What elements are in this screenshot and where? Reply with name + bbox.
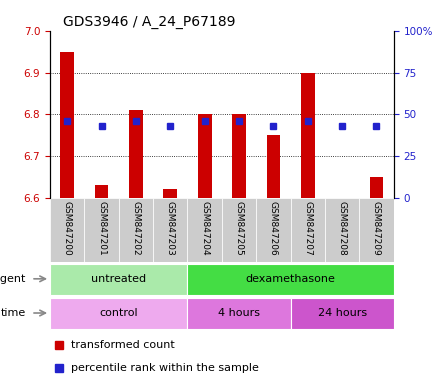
Bar	[50, 264, 187, 295]
Bar	[187, 298, 290, 329]
Bar	[324, 198, 358, 262]
Text: GSM847204: GSM847204	[200, 201, 209, 256]
Bar	[95, 185, 108, 198]
Bar	[163, 189, 177, 198]
Bar	[221, 198, 256, 262]
Bar	[266, 135, 279, 198]
Text: GSM847209: GSM847209	[371, 201, 380, 256]
Bar	[197, 114, 211, 198]
Text: GSM847201: GSM847201	[97, 201, 106, 256]
Text: 24 hours: 24 hours	[317, 308, 366, 318]
Text: GSM847202: GSM847202	[131, 201, 140, 256]
Bar	[187, 198, 221, 262]
Text: control: control	[99, 308, 138, 318]
Bar	[187, 264, 393, 295]
Text: GSM847207: GSM847207	[302, 201, 312, 256]
Bar	[118, 198, 153, 262]
Text: GSM847206: GSM847206	[268, 201, 277, 256]
Text: dexamethasone: dexamethasone	[245, 274, 335, 284]
Bar	[369, 177, 382, 198]
Text: GSM847208: GSM847208	[337, 201, 346, 256]
Bar	[290, 298, 393, 329]
Text: time: time	[1, 308, 26, 318]
Text: 4 hours: 4 hours	[217, 308, 260, 318]
Bar	[300, 73, 314, 198]
Bar	[153, 198, 187, 262]
Text: GSM847203: GSM847203	[165, 201, 174, 256]
Text: GSM847205: GSM847205	[234, 201, 243, 256]
Text: GDS3946 / A_24_P67189: GDS3946 / A_24_P67189	[63, 15, 235, 29]
Bar	[50, 298, 187, 329]
Text: agent: agent	[0, 274, 26, 284]
Text: GSM847200: GSM847200	[62, 201, 72, 256]
Bar	[84, 198, 118, 262]
Bar	[256, 198, 290, 262]
Bar	[129, 110, 142, 198]
Bar	[358, 198, 393, 262]
Bar	[50, 198, 84, 262]
Bar	[232, 114, 245, 198]
Text: percentile rank within the sample: percentile rank within the sample	[70, 363, 258, 373]
Text: transformed count: transformed count	[70, 339, 174, 349]
Bar	[60, 51, 74, 198]
Text: untreated: untreated	[91, 274, 146, 284]
Bar	[290, 198, 324, 262]
